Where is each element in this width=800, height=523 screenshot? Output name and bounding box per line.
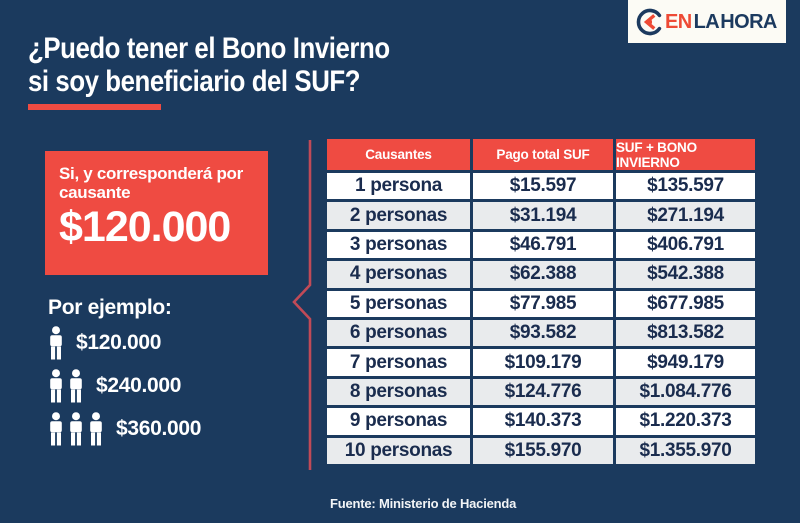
answer-amount: $120.000 [59,203,231,251]
answer-box: Si, y corresponderá por causante $120.00… [45,151,268,275]
example-heading: Por ejemplo: [48,296,172,319]
answer-lead-text: Si, y corresponderá por causante [59,164,243,202]
table-cell: $15.597 [473,173,613,200]
example-row: $360.000 [48,412,202,446]
table-cell: $140.373 [473,408,613,435]
person-icon [68,412,84,446]
logo-wordmark: EN LA HORA [665,12,777,32]
suf-bono-table: Causantes Pago total SUF SUF + BONO INVI… [327,139,755,464]
table-cell: $46.791 [473,231,613,259]
table-cell: $31.194 [473,202,613,229]
table-cell: 7 personas [327,349,470,376]
page-title-line2: si soy beneficiario del SUF? [28,65,361,98]
table-cell: 6 personas [327,319,470,347]
pointer-line-icon [292,140,312,470]
table-cell: $949.179 [616,349,755,376]
table-cell: $1.355.970 [616,437,755,464]
table-cell: 1 persona [327,173,470,200]
example-rows: $120.000 $240.000 $360.000 [48,326,202,455]
table-cell: $1.084.776 [616,378,755,406]
person-icon [48,326,64,360]
table-cell: $62.388 [473,261,613,288]
example-amount: $360.000 [116,417,202,440]
source-note: Fuente: Ministerio de Hacienda [330,496,517,511]
person-icon [68,369,84,403]
enlahora-logo: EN LA HORA [628,0,786,43]
table-cell: $77.985 [473,290,613,317]
example-amount: $240.000 [96,374,182,397]
table-cell: 8 personas [327,378,470,406]
table-cell: $1.220.373 [616,408,755,435]
chevron-circle-icon [635,7,665,37]
title-underline [28,104,161,110]
logo-word-lahora: LA HORA [693,10,778,33]
table-cell: $677.985 [616,290,755,317]
table-cell: 10 personas [327,437,470,464]
table-cell: $155.970 [473,437,613,464]
example-row: $240.000 [48,369,201,403]
example-amount: $120.000 [76,331,162,354]
table-cell: 5 personas [327,290,470,317]
table-header-causantes: Causantes [327,139,470,170]
table-header-pago-suf: Pago total SUF [473,139,613,170]
table-cell: 2 personas [327,202,470,229]
table-cell: $124.776 [473,378,613,406]
table-cell: $109.179 [473,349,613,376]
table-header-suf-bono: SUF + BONO INVIERNO [616,139,755,170]
person-icon [88,412,104,446]
person-icon [48,369,64,403]
table-cell: $271.194 [616,202,755,229]
table-cell: $135.597 [616,173,755,200]
table-cell: $93.582 [473,319,613,347]
logo-word-en: EN [665,10,692,33]
person-icon [48,412,64,446]
table-cell: 4 personas [327,261,470,288]
table-cell: $542.388 [616,261,755,288]
table-cell: $813.582 [616,319,755,347]
example-row: $120.000 [48,326,201,360]
table-cell: $406.791 [616,231,755,259]
table-cell: 3 personas [327,231,470,259]
page-title-line1: ¿Puedo tener el Bono Invierno [28,32,390,65]
page-title: ¿Puedo tener el Bono Invierno si soy ben… [28,32,390,98]
table-cell: 9 personas [327,408,470,435]
